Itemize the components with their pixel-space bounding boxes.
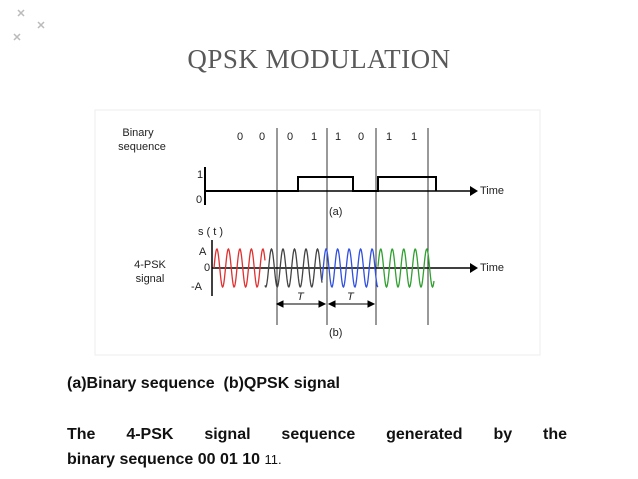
figure-frame — [94, 109, 541, 356]
axis-label: Time — [480, 262, 504, 274]
wave-segment — [264, 247, 323, 288]
slide-title: QPSK MODULATION — [187, 44, 451, 74]
bit-label: 0 — [237, 131, 243, 143]
bit-label: 0 — [287, 131, 293, 143]
boundaries — [276, 128, 429, 325]
amp-label: A — [199, 246, 207, 258]
body-line: The 4-PSK signal sequence generated by t… — [67, 426, 567, 443]
panel-caption: (b) — [329, 327, 342, 339]
wave-segment — [321, 247, 379, 289]
arrow — [470, 263, 478, 273]
wave-segment — [377, 248, 435, 289]
period-label: T — [347, 291, 355, 303]
body-text: The 4-PSK signal sequence generated by t… — [67, 426, 567, 444]
body-suffix: 11. — [264, 452, 282, 467]
bit-label: 0 — [259, 131, 265, 143]
amp-label: -A — [191, 281, 203, 293]
amp-label: 0 — [204, 262, 210, 274]
wave-segment — [213, 247, 266, 289]
binary-label: sequence — [118, 141, 166, 153]
panel-caption: (a) — [329, 206, 342, 218]
signal-label: signal — [136, 273, 165, 285]
bit-label: 1 — [386, 131, 392, 143]
binary-label: Binary — [122, 127, 154, 139]
bit-label: 1 — [335, 131, 341, 143]
arrow — [470, 186, 478, 196]
bit-label: 0 — [358, 131, 364, 143]
axis-label: Time — [480, 185, 504, 197]
level-label: 1 — [197, 169, 203, 181]
y-label: s ( t ) — [198, 226, 223, 238]
decoration — [13, 9, 45, 41]
period-label: T — [297, 291, 305, 303]
level-label: 0 — [196, 194, 202, 206]
signal-label: 4-PSK — [134, 259, 166, 271]
body-text: binary sequence 00 01 10 11. — [67, 451, 282, 469]
period-markers — [275, 300, 376, 308]
body-line: binary sequence 00 01 10 — [67, 451, 260, 468]
figure-caption: (a)Binary sequence (b)QPSK signal — [67, 375, 340, 392]
binary-waveform — [204, 167, 470, 205]
bit-label: 1 — [411, 131, 417, 143]
psk-waveform — [213, 247, 435, 289]
bit-label: 1 — [311, 131, 317, 143]
